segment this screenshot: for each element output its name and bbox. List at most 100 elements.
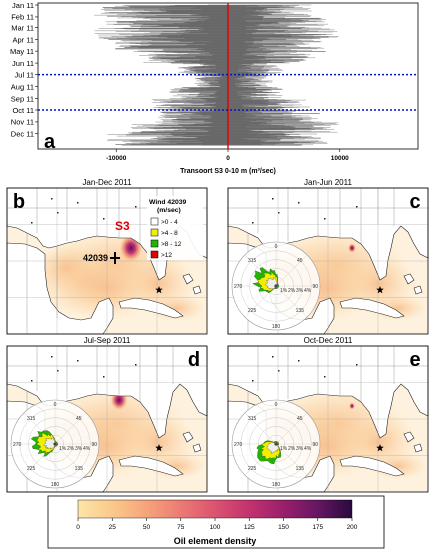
map-panel-b: Jan-Dec 2011 b 42039 S3 Wind 42039(m/sec) >0 … — [6, 178, 208, 335]
town-marker — [298, 202, 300, 204]
star-marker — [376, 286, 384, 294]
colorbar-tick-label: 0 — [76, 524, 80, 531]
map-title: Oct-Dec 2011 — [304, 336, 353, 345]
wind-rose-center — [274, 442, 278, 446]
map-title: Jul-Sep 2011 — [84, 336, 131, 345]
town-marker — [272, 198, 274, 200]
rose-label-pct: 2% — [67, 446, 75, 452]
colorbar-tick-label: 50 — [143, 524, 151, 531]
rose-label-nw: 315 — [248, 416, 257, 422]
month-label: Nov 11 — [11, 118, 34, 127]
town-marker — [31, 222, 33, 224]
oil-hotspot — [348, 243, 356, 253]
colorbar-ticks: 0 25 50 75 100 125 150 175 200 — [76, 518, 358, 531]
land — [182, 273, 202, 295]
rose-label-pct: 1% — [280, 288, 288, 294]
rose-label-w: 270 — [13, 442, 22, 448]
x-tick-labels: -10000 0 10000 — [106, 149, 349, 162]
rose-label-n: 0 — [275, 402, 278, 408]
rose-label-sw: 225 — [248, 308, 257, 314]
rose-label-s: 180 — [272, 324, 281, 330]
land — [339, 455, 405, 477]
wind-rose-spoke — [275, 285, 308, 318]
rose-label-pct: 2% — [288, 288, 296, 294]
month-label: Mar 11 — [11, 23, 34, 32]
map-frame — [227, 345, 429, 493]
land — [118, 297, 184, 319]
town-marker — [278, 212, 280, 214]
panel-letter: d — [188, 349, 200, 371]
wind-legend-unit: (m/sec) — [157, 207, 181, 214]
rose-label-pct: 4% — [304, 446, 312, 452]
wind-rose-center — [274, 284, 278, 288]
town-marker — [103, 376, 105, 378]
rose-label-s: 180 — [272, 482, 281, 488]
month-label: Jan 11 — [12, 1, 34, 10]
rose-label-se: 135 — [296, 466, 305, 472]
rose-label-pct: 4% — [304, 288, 312, 294]
star-marker — [376, 444, 384, 452]
rose-label-pct: 2% — [288, 446, 296, 452]
wind-legend — [147, 196, 203, 260]
colorbar-tick-label: 75 — [177, 524, 185, 531]
rose-label-e: 90 — [312, 284, 318, 290]
panel-a-xlabel: Transoort S3 0-10 m (m³/sec) — [180, 168, 276, 175]
map-panel-c: Jan-Jun 2011 c 0 90 180 270 45 135 225 315 1% 2% 3% 4… — [227, 178, 429, 335]
town-marker — [57, 212, 59, 214]
land — [339, 297, 405, 319]
rose-label-ne: 45 — [297, 416, 303, 422]
land — [6, 242, 114, 335]
colorbar-tick-label: 175 — [312, 524, 323, 531]
oil-density-field — [147, 294, 207, 322]
rose-label-n: 0 — [275, 244, 278, 250]
month-label: Apr 11 — [12, 35, 34, 44]
panel-letter: e — [409, 349, 420, 371]
star-marker — [155, 444, 163, 452]
map-title: Jan-Jun 2011 — [304, 178, 352, 187]
rose-label-w: 270 — [234, 284, 243, 290]
town-marker — [272, 356, 274, 358]
colorbar-tick-label: 200 — [347, 524, 358, 531]
rose-label-e: 90 — [312, 442, 318, 448]
map-panel-e: Oct-Dec 2011 e 0 90 180 270 45 135 225 315 1% 2% 3% 4… — [227, 336, 429, 493]
town-marker — [77, 202, 79, 204]
station-label: S3 — [115, 219, 130, 233]
panel-letter: b — [13, 191, 25, 213]
wind-legend-swatch — [150, 250, 159, 259]
town-marker — [31, 380, 33, 382]
transport-bars — [38, 3, 418, 149]
rose-label-se: 135 — [75, 466, 84, 472]
rose-label-n: 0 — [54, 402, 57, 408]
wind-legend-label: >8 - 12 — [161, 241, 182, 248]
month-label: May 11 — [10, 47, 34, 56]
colorbar-tick-label: 25 — [109, 524, 117, 531]
star-marker — [155, 286, 163, 294]
town-marker — [278, 370, 280, 372]
town-marker — [324, 376, 326, 378]
rose-label-pct: 1% — [280, 446, 288, 452]
x-tick-label: 0 — [226, 155, 230, 162]
month-label: Feb 11 — [11, 13, 34, 22]
land — [403, 431, 423, 453]
wind-legend-swatch — [150, 228, 159, 237]
wind-legend-swatch — [150, 239, 159, 248]
colorbar-tick-label: 125 — [244, 524, 255, 531]
oil-density-field — [147, 452, 207, 480]
wind-legend-title: Wind 42039 — [149, 199, 187, 206]
wind-legend-label: >4 - 8 — [161, 230, 178, 237]
rose-label-pct: 1% — [59, 446, 67, 452]
rose-label-pct: 3% — [296, 288, 304, 294]
wind-legend-swatch — [150, 217, 159, 226]
map-panels: Jan-Dec 2011 b 42039 S3 Wind 42039(m/sec) >0 … — [6, 178, 429, 493]
rose-label-sw: 225 — [248, 466, 257, 472]
map-frame — [6, 187, 208, 335]
rose-label-ne: 45 — [76, 416, 82, 422]
month-label: Jun 11 — [12, 59, 34, 68]
town-marker — [252, 380, 254, 382]
panel-a-letter: a — [44, 131, 56, 153]
wind-rose-spoke — [54, 443, 87, 476]
rose-label-nw: 315 — [248, 258, 257, 264]
land — [118, 455, 184, 477]
